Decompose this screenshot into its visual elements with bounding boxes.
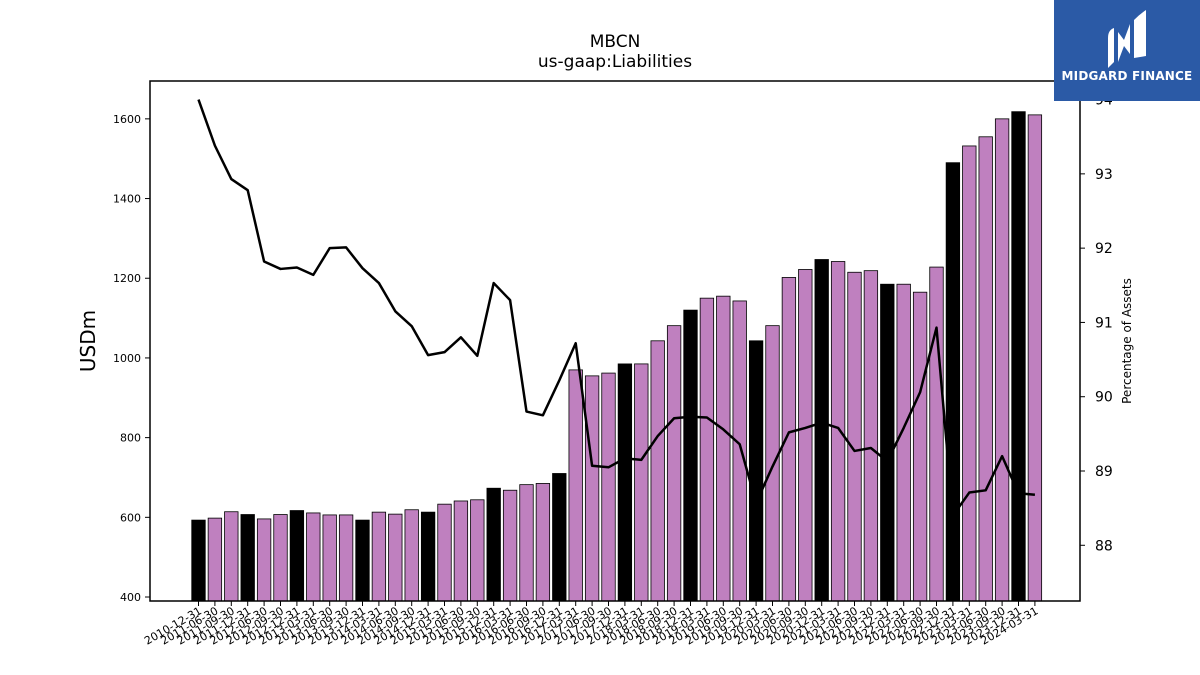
bar [453,500,469,602]
x-axis: 2010-12-312011-06-302011-09-302011-12-31… [142,601,1040,648]
bar [568,369,583,602]
y-tick-label: 1200 [113,272,141,285]
y2-tick-label: 89 [1095,464,1113,480]
y-tick-label: 1600 [113,113,141,126]
bar [191,519,206,602]
bar [748,340,764,602]
y2-tick-label: 90 [1095,390,1113,406]
bar [945,162,961,602]
bar [470,499,485,602]
bar [765,325,780,602]
y-tick-label: 1400 [113,193,141,206]
bar [699,297,715,602]
bar [880,283,895,602]
bar [388,513,403,602]
bar [617,363,633,602]
logo-mark-icon [1108,10,1146,68]
bar [584,375,600,602]
bar [994,118,1010,602]
bar [814,259,829,602]
y-tick-label: 1000 [113,352,141,365]
bar [732,300,747,602]
y-tick-label: 600 [120,511,141,524]
bar [437,503,452,602]
bar [1011,111,1026,602]
y2-tick-label: 88 [1095,538,1113,554]
y-axis-right: 88899091929394 [1080,93,1113,554]
y-axis-left: 400 600 800 1000 1200 1400 1600 [113,113,150,604]
bar [224,511,239,602]
bar [830,261,846,602]
line-layer [197,99,1036,517]
bar [486,487,501,602]
y-tick-label: 800 [120,432,141,445]
bar [420,511,436,602]
bar [519,484,534,602]
y-tick-label: 400 [120,591,141,604]
y2-axis-label: Percentage of Assets [1120,278,1134,404]
bar [978,136,993,602]
bar [666,325,682,602]
bar [404,509,419,602]
bar [552,473,567,602]
logo-text: MIDGARD FINANCE [1061,69,1193,83]
bar [798,269,813,602]
y2-tick-label: 91 [1095,315,1113,331]
bar [338,514,354,602]
bar [1027,114,1043,602]
plot-frame [149,80,1081,602]
bar [650,340,665,602]
chart-subtitle: us-gaap:Liabilities [537,52,693,72]
bar [929,266,944,602]
y-axis-label: USDm [76,310,100,372]
bar [535,483,551,602]
liabilities-pct-line [197,99,1036,517]
bar [634,363,649,602]
bar [289,510,305,602]
bar [240,514,255,602]
bar [256,518,272,602]
bar [601,372,616,602]
bar [683,309,698,602]
bar [355,519,370,602]
bar [371,511,387,602]
y2-tick-label: 92 [1095,241,1113,257]
bar [207,517,223,602]
bar [962,145,977,602]
bar [273,514,288,602]
bar [896,283,911,602]
bar [847,271,862,602]
chart-title: MBCN [589,32,641,52]
bar [502,489,518,602]
bar [863,270,879,602]
bar [716,295,731,602]
bar [781,277,797,602]
brand-logo: MIDGARD FINANCE [1054,0,1200,101]
bars-layer [191,111,1043,602]
bar [912,291,928,602]
y2-tick-label: 93 [1095,167,1113,183]
bar [322,514,337,602]
bar [306,512,321,602]
